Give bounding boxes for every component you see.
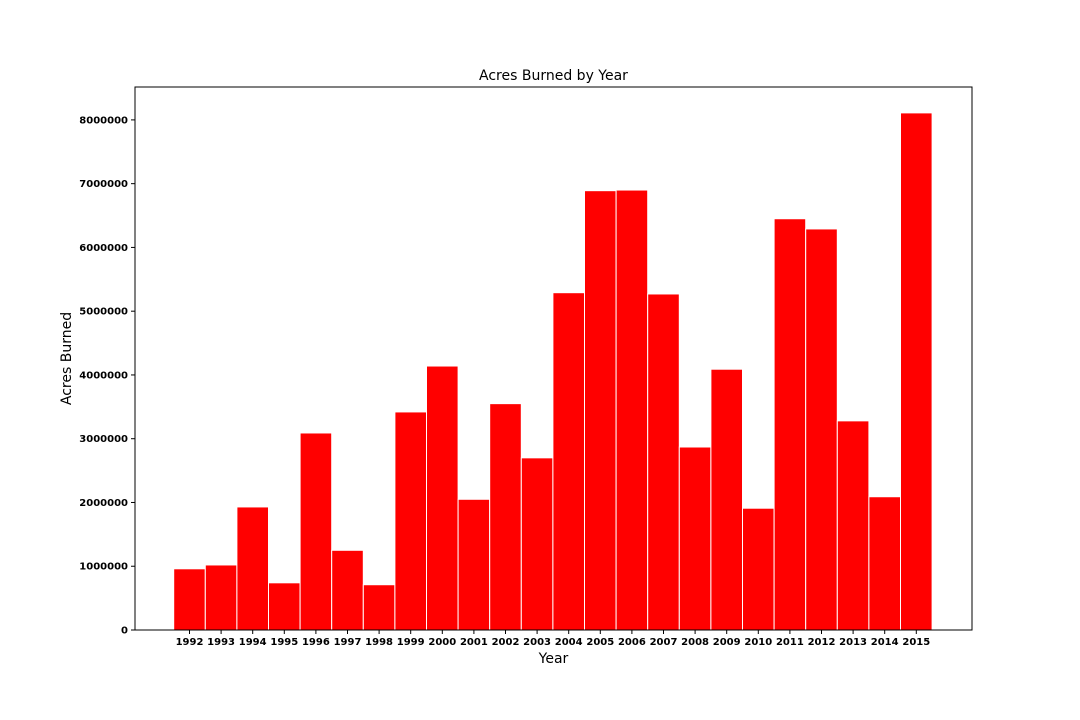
x-tick-label: 1995: [270, 637, 298, 648]
bar-2009: [710, 368, 744, 631]
x-tick-label: 2011: [776, 637, 804, 648]
x-tick-label: 2012: [808, 637, 836, 648]
bar-2012: [805, 228, 838, 631]
y-tick-label: 0: [121, 626, 128, 637]
x-tick-label: 2000: [428, 637, 456, 648]
bar-2005: [584, 190, 617, 631]
x-tick-label: 2008: [681, 637, 709, 648]
bar-2014: [868, 496, 902, 631]
x-tick-label: 1997: [334, 637, 362, 648]
bar-2001: [457, 498, 491, 631]
bar-1995: [268, 582, 301, 631]
y-tick-label: 5000000: [79, 307, 128, 318]
x-tick-label: 1993: [207, 637, 235, 648]
y-tick-label: 8000000: [79, 115, 128, 126]
bar-1997: [331, 549, 364, 631]
y-tick-label: 2000000: [79, 498, 128, 509]
bar-2003: [520, 457, 554, 631]
bars-group: [173, 112, 933, 631]
x-tick-label: 2006: [618, 637, 646, 648]
x-tick-label: 2005: [586, 637, 614, 648]
x-tick-label: 1992: [176, 637, 204, 648]
x-tick-label: 1999: [397, 637, 425, 648]
axes-frame: [134, 86, 973, 631]
y-tick-label: 7000000: [79, 179, 128, 190]
x-axis-label: Year: [538, 651, 569, 667]
x-tick-label: 2013: [839, 637, 867, 648]
bar-1996: [299, 432, 333, 631]
bar-2015: [900, 112, 933, 631]
bar-2008: [678, 446, 712, 631]
x-tick-label: 2003: [523, 637, 551, 648]
x-tick-label: 2001: [460, 637, 488, 648]
x-tick-label: 1998: [365, 637, 393, 648]
bar-2004: [552, 292, 586, 631]
bar-2010: [742, 507, 775, 631]
x-tick-label: 2007: [650, 637, 678, 648]
x-tick-label: 2009: [713, 637, 741, 648]
y-tick-label: 6000000: [79, 243, 128, 254]
x-tick-label: 2004: [555, 637, 583, 648]
bar-2006: [615, 189, 649, 631]
y-tick-label: 3000000: [79, 434, 128, 445]
x-tick-label: 1996: [302, 637, 330, 648]
chart-title: Acres Burned by Year: [479, 68, 628, 84]
bar-1999: [394, 411, 427, 631]
y-tick-label: 4000000: [79, 370, 128, 381]
bar-1998: [362, 584, 396, 631]
bar-2000: [426, 365, 459, 631]
bar-1992: [173, 568, 206, 631]
y-tick-label: 1000000: [79, 562, 128, 573]
x-tick-label: 2015: [902, 637, 930, 648]
bar-1993: [204, 564, 238, 631]
bar-2013: [836, 420, 870, 631]
x-tick-label: 2002: [492, 637, 520, 648]
x-tick-label: 2014: [871, 637, 899, 648]
y-axis: 0 1000000 2000000 3000000 4000000 5000000 6000…: [79, 115, 135, 637]
x-tick-label: 2010: [744, 637, 772, 648]
bar-2007: [647, 293, 680, 631]
x-tick-label: 1994: [239, 637, 267, 648]
bar-1994: [236, 506, 269, 631]
y-axis-label: Acres Burned: [59, 312, 75, 405]
x-axis: 1992 1993 1994 1995 1996 1997 1998 1999 2000 2001…: [176, 630, 930, 648]
bar-2011: [773, 218, 807, 631]
bar-2002: [489, 403, 522, 631]
